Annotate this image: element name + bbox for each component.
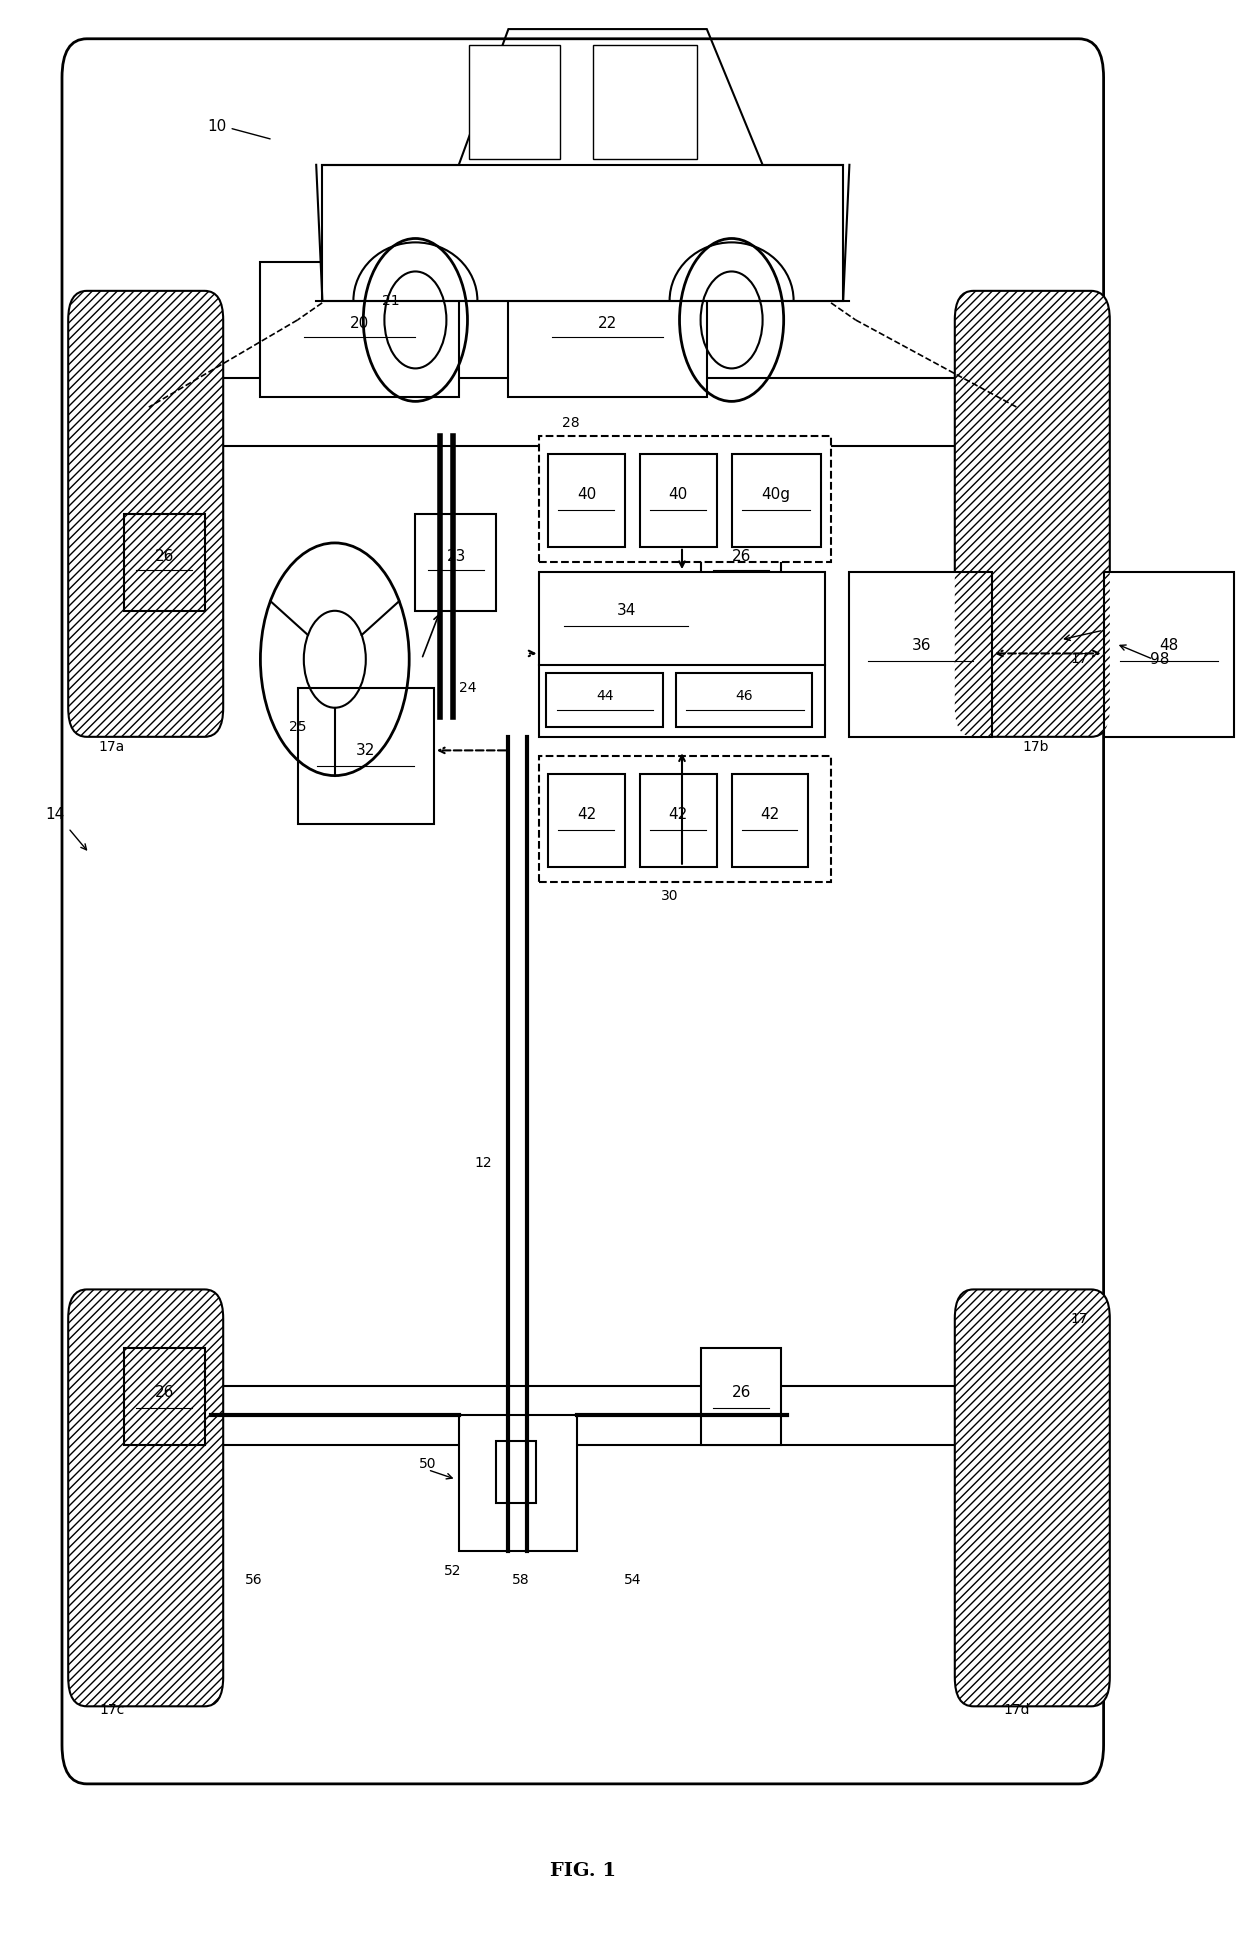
- Text: 17: 17: [1070, 1311, 1087, 1326]
- Text: 50: 50: [419, 1456, 436, 1472]
- FancyBboxPatch shape: [539, 756, 831, 882]
- FancyBboxPatch shape: [68, 1289, 223, 1706]
- FancyBboxPatch shape: [593, 45, 697, 159]
- FancyBboxPatch shape: [732, 454, 821, 547]
- FancyBboxPatch shape: [539, 572, 825, 737]
- FancyBboxPatch shape: [459, 1415, 577, 1551]
- Text: 52: 52: [444, 1563, 461, 1578]
- FancyBboxPatch shape: [68, 291, 223, 737]
- FancyBboxPatch shape: [353, 339, 403, 388]
- Text: 25: 25: [289, 719, 306, 735]
- Text: 10: 10: [207, 118, 227, 134]
- FancyBboxPatch shape: [955, 1289, 1110, 1706]
- FancyBboxPatch shape: [353, 316, 403, 345]
- Text: 36: 36: [911, 638, 931, 653]
- FancyBboxPatch shape: [701, 514, 781, 611]
- FancyBboxPatch shape: [124, 514, 205, 611]
- Text: 17a: 17a: [98, 739, 125, 754]
- Text: 44: 44: [596, 688, 614, 704]
- FancyBboxPatch shape: [469, 45, 560, 159]
- Text: 26: 26: [155, 549, 175, 564]
- Text: 98: 98: [1149, 652, 1169, 667]
- FancyBboxPatch shape: [849, 572, 992, 737]
- FancyBboxPatch shape: [701, 1348, 781, 1445]
- FancyBboxPatch shape: [640, 454, 717, 547]
- FancyBboxPatch shape: [112, 1386, 1054, 1445]
- Text: 42: 42: [668, 807, 688, 822]
- Text: 22: 22: [598, 316, 618, 332]
- Text: 17c: 17c: [99, 1702, 124, 1718]
- FancyBboxPatch shape: [415, 514, 496, 611]
- FancyBboxPatch shape: [548, 454, 625, 547]
- Text: FIG. 1: FIG. 1: [549, 1861, 616, 1881]
- FancyBboxPatch shape: [112, 378, 1054, 446]
- Text: 46: 46: [735, 688, 753, 704]
- FancyBboxPatch shape: [640, 774, 717, 867]
- Text: 17b: 17b: [1022, 739, 1049, 754]
- FancyBboxPatch shape: [955, 291, 1110, 737]
- FancyBboxPatch shape: [496, 1441, 536, 1503]
- Text: 17: 17: [1070, 652, 1087, 667]
- Text: 42: 42: [577, 807, 596, 822]
- Text: 20: 20: [350, 316, 370, 332]
- Text: 42: 42: [760, 807, 780, 822]
- Text: 24: 24: [459, 681, 476, 696]
- FancyBboxPatch shape: [298, 688, 434, 824]
- Text: 58: 58: [512, 1573, 529, 1588]
- Text: 40: 40: [577, 487, 596, 502]
- Text: 21: 21: [382, 293, 399, 308]
- Text: 26: 26: [732, 549, 751, 564]
- Text: 34: 34: [616, 603, 636, 619]
- Text: 40g: 40g: [761, 487, 791, 502]
- Text: 17d: 17d: [1003, 1702, 1030, 1718]
- FancyBboxPatch shape: [676, 673, 812, 727]
- Text: 12: 12: [475, 1156, 492, 1171]
- FancyBboxPatch shape: [546, 673, 663, 727]
- FancyBboxPatch shape: [548, 774, 625, 867]
- Text: 54: 54: [624, 1573, 641, 1588]
- FancyBboxPatch shape: [732, 774, 808, 867]
- Text: 23: 23: [446, 549, 466, 564]
- Text: 40: 40: [668, 487, 688, 502]
- Text: 32: 32: [356, 743, 376, 758]
- Text: 26: 26: [732, 1384, 751, 1400]
- Text: 30: 30: [661, 888, 678, 904]
- FancyBboxPatch shape: [508, 262, 707, 397]
- FancyBboxPatch shape: [322, 165, 843, 301]
- Text: 26: 26: [155, 1384, 175, 1400]
- Text: 28: 28: [562, 415, 579, 430]
- FancyBboxPatch shape: [62, 39, 1104, 1784]
- FancyBboxPatch shape: [260, 262, 459, 397]
- FancyBboxPatch shape: [539, 436, 831, 562]
- Text: 56: 56: [246, 1573, 263, 1588]
- Text: 48: 48: [1159, 638, 1179, 653]
- FancyBboxPatch shape: [1104, 572, 1234, 737]
- Text: 14: 14: [45, 807, 64, 822]
- FancyBboxPatch shape: [124, 1348, 205, 1445]
